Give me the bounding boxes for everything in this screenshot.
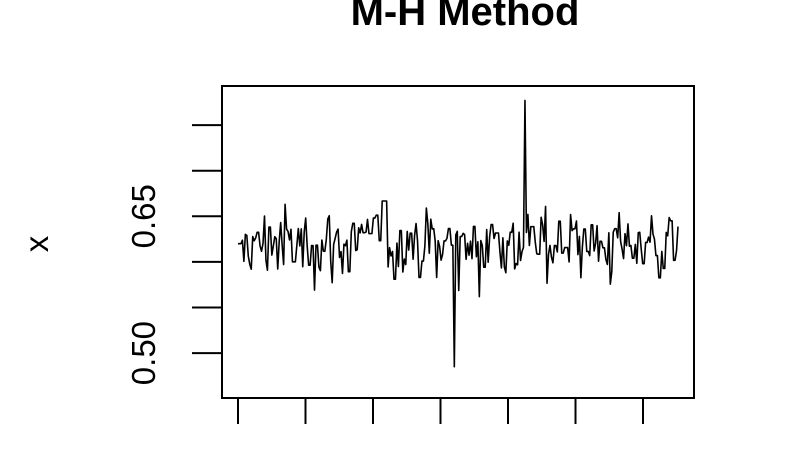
y-axis: 0.50 0.65	[125, 124, 222, 385]
x-axis	[237, 397, 644, 424]
chart-title: M-H Method	[351, 0, 580, 34]
y-tick-label: 0.50	[125, 321, 162, 385]
y-axis-label: x	[18, 235, 55, 252]
y-tick-label: 0.65	[125, 184, 162, 248]
series-line	[238, 99, 679, 368]
